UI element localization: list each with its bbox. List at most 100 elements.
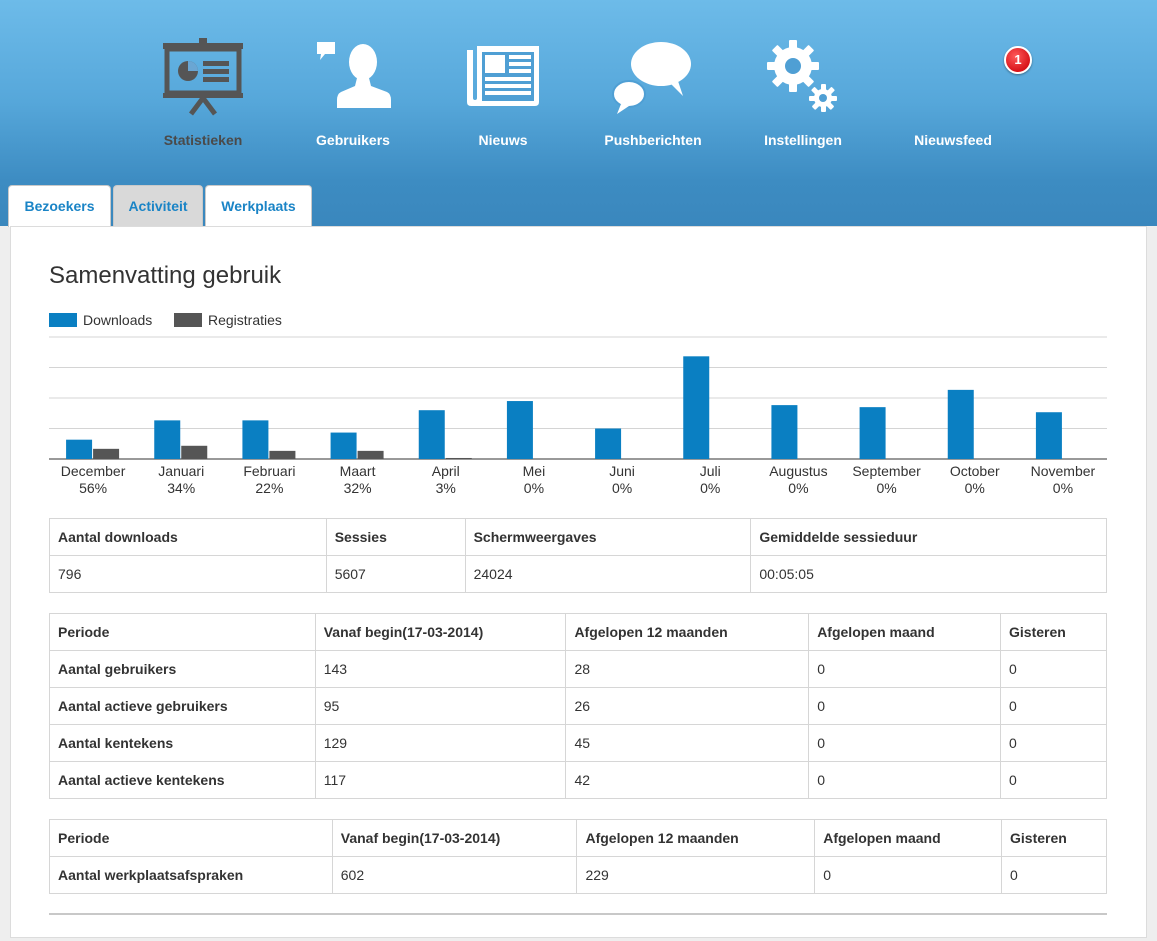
table-header-row: Periode Vanaf begin(17-03-2014) Afgelope…: [49, 613, 1107, 651]
bar-downloads-januari: [154, 420, 181, 459]
user-icon: [278, 36, 428, 120]
table-header: Gisteren: [1001, 819, 1107, 857]
nav-label: Nieuws: [478, 132, 528, 148]
table-cell: 796: [49, 555, 327, 593]
table-header: Gisteren: [1000, 613, 1107, 651]
bar-downloads-september: [859, 407, 886, 459]
legend-item-downloads: Downloads: [49, 312, 152, 328]
bar-registraties-december: [93, 448, 120, 459]
nav-label: Nieuwsfeed: [914, 132, 992, 148]
table-row: Aantal werkplaatsafspraken 602 229 0 0: [49, 856, 1107, 894]
bar-downloads-mei: [506, 401, 533, 459]
nav-item-nieuws[interactable]: Nieuws: [428, 0, 578, 160]
x-tick-percent: 22%: [255, 480, 283, 496]
table-header: Vanaf begin(17-03-2014): [314, 613, 567, 651]
bar-registraties-januari: [181, 445, 208, 459]
bottom-divider: [49, 913, 1107, 915]
table-cell: 42: [565, 761, 810, 799]
table-row: Aantal actieve gebruikers 95 26 0 0: [49, 687, 1107, 725]
nav-item-statistieken[interactable]: Statistieken: [128, 0, 278, 160]
nav-item-gebruikers[interactable]: Gebruikers: [278, 0, 428, 160]
workshop-table: Periode Vanaf begin(17-03-2014) Afgelope…: [49, 819, 1107, 894]
table-cell: 229: [576, 856, 816, 894]
x-tick-label: September: [852, 463, 921, 479]
users-table: Periode Vanaf begin(17-03-2014) Afgelope…: [49, 613, 1107, 799]
x-tick-label: December: [61, 463, 126, 479]
x-tick-label: Juli: [700, 463, 721, 479]
notification-badge: 1: [1004, 46, 1032, 74]
table-cell: 0: [808, 650, 1002, 688]
bar-downloads-juli: [683, 356, 710, 459]
table-header: Schermweergaves: [464, 518, 752, 556]
presentation-chart-icon: [128, 36, 278, 120]
table-cell: 117: [314, 761, 567, 799]
tab-bezoekers[interactable]: Bezoekers: [8, 185, 111, 227]
row-label: Aantal kentekens: [49, 724, 316, 762]
x-tick-percent: 34%: [167, 480, 195, 496]
x-tick-label: Maart: [340, 463, 376, 479]
table-cell: 0: [808, 687, 1002, 725]
table-header: Aantal downloads: [49, 518, 327, 556]
bar-registraties-april: [445, 457, 472, 459]
table-cell: 143: [314, 650, 567, 688]
bar-downloads-april: [418, 410, 445, 459]
tab-activiteit[interactable]: Activiteit: [113, 185, 203, 227]
x-tick-percent: 0%: [876, 480, 896, 496]
x-tick-label: Juni: [609, 463, 635, 479]
table-cell: 28: [565, 650, 810, 688]
bar-downloads-november: [1035, 412, 1062, 459]
bar-registraties-februari: [269, 450, 296, 459]
nav-label: Pushberichten: [604, 132, 702, 148]
table-cell: 602: [331, 856, 578, 894]
x-tick-percent: 3%: [436, 480, 456, 496]
table-row: Aantal kentekens 129 45 0 0: [49, 724, 1107, 762]
nav-label: Statistieken: [163, 132, 243, 148]
table-cell: 0: [1000, 650, 1107, 688]
x-tick-percent: 56%: [79, 480, 107, 496]
table-header: Afgelopen 12 maanden: [565, 613, 810, 651]
x-tick-label: Februari: [243, 463, 295, 479]
table-cell: 0: [1001, 856, 1107, 894]
feed-icon: [878, 36, 1028, 120]
row-label: Aantal actieve gebruikers: [49, 687, 316, 725]
newspaper-icon: [428, 36, 578, 120]
x-tick-percent: 0%: [1053, 480, 1073, 496]
tab-werkplaats[interactable]: Werkplaats: [205, 185, 312, 227]
table-header-row: Aantal downloads Sessies Schermweergaves…: [49, 518, 1107, 556]
legend-swatch-downloads: [49, 313, 77, 327]
nav-item-instellingen[interactable]: Instellingen: [728, 0, 878, 160]
x-tick-percent: 0%: [965, 480, 985, 496]
legend-item-registraties: Registraties: [174, 312, 282, 328]
chat-bubbles-icon: [578, 36, 728, 120]
table-row: Aantal gebruikers 143 28 0 0: [49, 650, 1107, 688]
x-tick-percent: 0%: [524, 480, 544, 496]
table-cell: 24024: [464, 555, 752, 593]
nav-item-pushberichten[interactable]: Pushberichten: [578, 0, 728, 160]
row-label: Aantal actieve kentekens: [49, 761, 316, 799]
page-title: Samenvatting gebruik: [49, 262, 282, 289]
gear-icon: [728, 36, 878, 120]
summary-table: Aantal downloads Sessies Schermweergaves…: [49, 518, 1107, 593]
x-tick-percent: 0%: [700, 480, 720, 496]
x-tick-label: October: [950, 463, 1000, 479]
table-cell: 45: [565, 724, 810, 762]
table-cell: 0: [1000, 687, 1107, 725]
bar-downloads-februari: [242, 420, 269, 459]
table-cell: 0: [808, 724, 1002, 762]
table-cell: 5607: [325, 555, 466, 593]
legend-swatch-registraties: [174, 313, 202, 327]
bar-downloads-augustus: [771, 405, 798, 459]
table-header: Sessies: [325, 518, 466, 556]
table-header: Gemiddelde sessieduur: [750, 518, 1107, 556]
table-header: Afgelopen maand: [808, 613, 1002, 651]
nav-label: Gebruikers: [316, 132, 390, 148]
bar-downloads-december: [66, 439, 93, 459]
nav-item-nieuwsfeed[interactable]: Nieuwsfeed: [878, 0, 1028, 160]
usage-bar-chart: December 56% Januari 34% Februari 22% Maart 32%…: [49, 330, 1107, 505]
bar-downloads-juni: [595, 428, 622, 459]
table-header: Periode: [49, 819, 333, 857]
x-tick-label: Januari: [158, 463, 204, 479]
table-header-row: Periode Vanaf begin(17-03-2014) Afgelope…: [49, 819, 1107, 857]
x-tick-percent: 32%: [344, 480, 372, 496]
bar-downloads-october: [947, 389, 974, 459]
